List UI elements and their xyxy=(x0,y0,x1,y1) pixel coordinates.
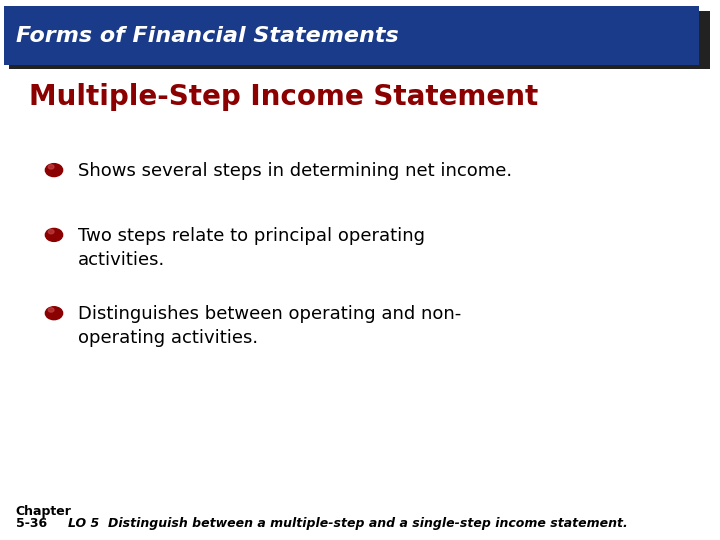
Circle shape xyxy=(45,164,63,177)
Circle shape xyxy=(45,307,63,320)
Circle shape xyxy=(48,308,54,312)
Text: Multiple-Step Income Statement: Multiple-Step Income Statement xyxy=(29,83,538,111)
Text: LO 5  Distinguish between a multiple-step and a single-step income statement.: LO 5 Distinguish between a multiple-step… xyxy=(68,517,628,530)
Text: Forms of Financial Statements: Forms of Financial Statements xyxy=(16,25,399,46)
Text: Chapter: Chapter xyxy=(16,505,72,518)
Text: Shows several steps in determining net income.: Shows several steps in determining net i… xyxy=(78,162,512,180)
Text: Two steps relate to principal operating
activities.: Two steps relate to principal operating … xyxy=(78,227,425,269)
FancyBboxPatch shape xyxy=(4,6,699,65)
FancyBboxPatch shape xyxy=(9,11,710,69)
Circle shape xyxy=(45,228,63,241)
Circle shape xyxy=(48,165,54,169)
Text: Distinguishes between operating and non-
operating activities.: Distinguishes between operating and non-… xyxy=(78,305,461,347)
Text: 5-36: 5-36 xyxy=(16,517,47,530)
Circle shape xyxy=(48,230,54,234)
